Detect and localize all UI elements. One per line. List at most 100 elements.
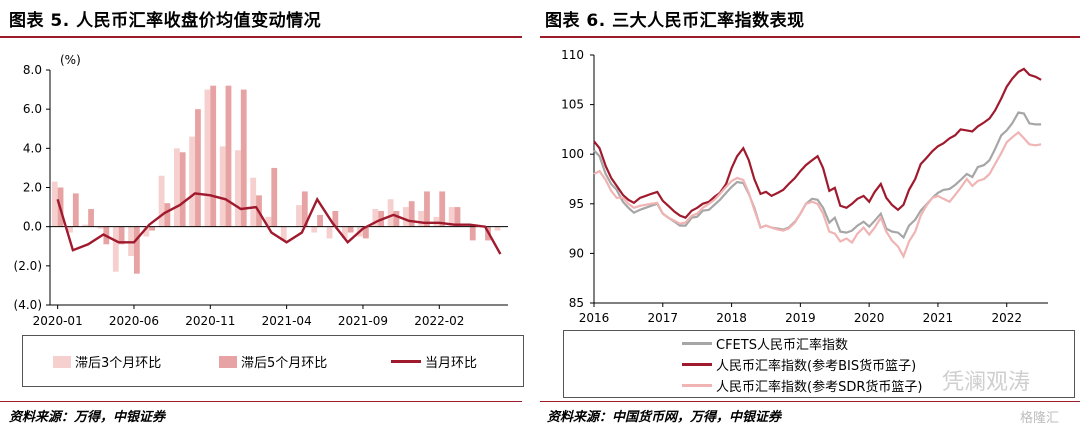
bar-lag5: [179, 152, 186, 227]
bar-lag3: [402, 207, 409, 227]
bar-lag5: [301, 191, 308, 227]
right-legend: CFETS人民币汇率指数 人民币汇率指数(参考BIS货币篮子) 人民币汇率指数(…: [563, 330, 1075, 398]
bar-lag3: [326, 226, 333, 239]
right-y-tick-label: 110: [561, 48, 584, 62]
right-x-tick-label: 2018: [716, 311, 747, 325]
right-title-rule: [540, 36, 1080, 38]
right-y-tick-label: 100: [561, 147, 584, 161]
left-title-rule: [0, 36, 522, 38]
left-x-tick-label: 2020-06: [109, 314, 159, 328]
line-current-month: [56, 192, 502, 255]
legend-swatch-sdr: [682, 384, 712, 387]
right-y-tick-label: 105: [561, 98, 584, 112]
right-source-rule: [540, 401, 1080, 402]
left-legend: 滞后3个月环比 滞后5个月环比 当月环比: [22, 335, 524, 387]
legend-swatch-current: [391, 360, 421, 363]
legend-label-current: 当月环比: [425, 356, 478, 371]
legend-swatch-lag5: [219, 355, 237, 368]
bar-lag5: [118, 226, 125, 245]
bar-lag5: [454, 207, 461, 227]
bar-lag3: [448, 207, 455, 227]
bar-lag3: [250, 177, 257, 227]
legend-label-cfets: CFETS人民币汇率指数: [716, 338, 848, 353]
legend-label-lag3: 滞后3个月环比: [75, 356, 162, 371]
bar-lag3: [51, 181, 58, 227]
bar-lag3: [494, 226, 501, 231]
legend-swatch-lag3: [53, 355, 71, 368]
bar-lag5: [362, 226, 369, 239]
left-y-tick-label: 2.0: [23, 181, 42, 195]
right-y-tick-label: 90: [569, 246, 584, 260]
bar-lag3: [341, 226, 348, 239]
legend-item-bis: 人民币汇率指数(参考BIS货币篮子): [682, 355, 916, 374]
right-y-tick-label: 85: [569, 296, 584, 310]
watermark-small-text: 格隆汇: [1020, 411, 1060, 426]
right-source: 资料来源：中国货币网，万得，中银证券: [547, 410, 782, 425]
bar-lag5: [225, 85, 232, 227]
right-x-tick-label: 2016: [579, 311, 610, 325]
legend-item-lag3: 滞后3个月环比: [53, 352, 161, 371]
legend-swatch-bis: [682, 363, 712, 366]
right-y-tick-label: 95: [569, 197, 584, 211]
left-x-tick-label: 2021-09: [338, 314, 388, 328]
bar-lag5: [424, 191, 430, 227]
legend-item-sdr: 人民币汇率指数(参考SDR货币篮子): [682, 376, 922, 395]
bar-lag5: [408, 201, 415, 227]
legend-item-lag5: 滞后5个月环比: [219, 352, 327, 371]
right-x-tick-label: 2022: [991, 311, 1022, 325]
bar-lag3: [97, 226, 104, 229]
left-x-tick-label: 2020-11: [185, 314, 235, 328]
left-x-tick-label: 2020-01: [33, 314, 83, 328]
bar-lag3: [372, 209, 379, 227]
line-bis: [593, 67, 1042, 219]
bar-lag5: [347, 226, 354, 233]
legend-swatch-cfets: [682, 342, 712, 345]
bar-lag5: [393, 211, 400, 227]
bar-lag3: [158, 175, 165, 227]
bar-lag5: [72, 193, 79, 227]
bar-lag5: [88, 209, 94, 227]
bar-lag5: [332, 211, 339, 227]
left-y-tick-label: 6.0: [23, 102, 42, 116]
bar-lag3: [418, 211, 425, 227]
bar-lag5: [240, 89, 247, 227]
legend-item-current: 当月环比: [391, 352, 477, 371]
bar-lag3: [143, 226, 150, 237]
bar-lag3: [189, 136, 196, 227]
legend-item-cfets: CFETS人民币汇率指数: [682, 334, 848, 353]
left-y-tick-label: 0.0: [23, 220, 42, 234]
bar-lag5: [271, 167, 278, 227]
bar-lag3: [67, 226, 73, 233]
bar-lag3: [296, 205, 302, 227]
left-source-rule: [0, 401, 522, 402]
bar-lag5: [317, 214, 323, 227]
bar-lag5: [133, 226, 140, 274]
legend-label-lag5: 滞后5个月环比: [241, 356, 328, 371]
bar-lag5: [195, 109, 201, 227]
right-x-tick-label: 2019: [785, 311, 816, 325]
line-sdr: [593, 130, 1042, 260]
left-y-tick-label: (2.0): [14, 259, 42, 273]
right-x-tick-label: 2017: [648, 311, 679, 325]
bar-lag3: [204, 89, 211, 227]
left-y-tick-label: 4.0: [23, 141, 42, 155]
left-y-unit-label: (%): [60, 53, 81, 67]
bar-lag3: [112, 226, 119, 272]
left-x-tick-label: 2022-02: [414, 314, 464, 328]
bar-lag3: [82, 224, 89, 227]
left-chart-title: 图表 5. 人民币汇率收盘价均值变动情况: [9, 11, 322, 31]
bar-lag5: [439, 191, 446, 227]
left-y-tick-label: 8.0: [23, 63, 42, 77]
bar-lag3: [235, 150, 241, 227]
legend-label-bis: 人民币汇率指数(参考BIS货币篮子): [716, 359, 917, 374]
right-x-tick-label: 2020: [854, 311, 885, 325]
bar-lag3: [265, 216, 272, 227]
bar-lag3: [219, 146, 226, 227]
bar-lag5: [210, 85, 217, 227]
right-x-tick-label: 2021: [923, 311, 954, 325]
bar-lag3: [280, 226, 287, 241]
bar-lag3: [173, 148, 180, 227]
bar-lag3: [311, 226, 318, 233]
legend-label-sdr: 人民币汇率指数(参考SDR货币篮子): [716, 380, 923, 395]
